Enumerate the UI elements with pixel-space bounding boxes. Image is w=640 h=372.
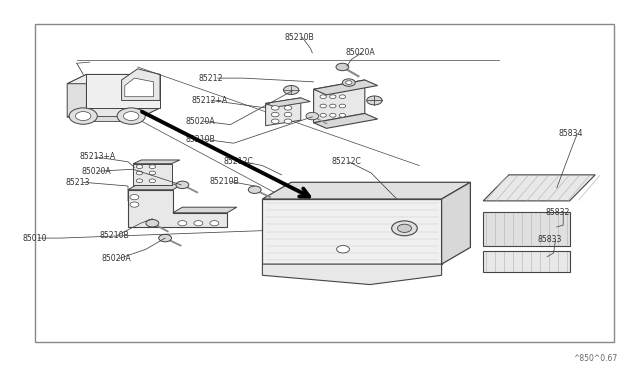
Circle shape <box>306 112 319 120</box>
Polygon shape <box>133 164 172 185</box>
Polygon shape <box>125 78 154 97</box>
Circle shape <box>271 112 279 117</box>
Polygon shape <box>483 212 570 246</box>
Text: 85020A: 85020A <box>186 117 215 126</box>
Circle shape <box>330 113 336 117</box>
Text: 85020A: 85020A <box>82 167 111 176</box>
Circle shape <box>248 186 261 193</box>
Circle shape <box>194 221 203 226</box>
Circle shape <box>130 195 139 200</box>
Text: 85210B: 85210B <box>285 33 314 42</box>
Text: 85210B: 85210B <box>210 177 239 186</box>
Circle shape <box>176 181 189 189</box>
Polygon shape <box>133 160 180 164</box>
Circle shape <box>330 95 336 99</box>
Polygon shape <box>314 80 365 123</box>
Circle shape <box>320 104 326 108</box>
Circle shape <box>284 106 292 110</box>
Circle shape <box>339 95 346 99</box>
Text: 85210B: 85210B <box>186 135 215 144</box>
Polygon shape <box>314 113 378 128</box>
Circle shape <box>136 171 143 175</box>
Polygon shape <box>128 190 227 227</box>
Circle shape <box>346 81 352 84</box>
Polygon shape <box>483 175 595 201</box>
Circle shape <box>76 112 91 121</box>
Polygon shape <box>67 108 160 117</box>
Polygon shape <box>314 80 378 95</box>
Circle shape <box>178 221 187 226</box>
Text: 85020A: 85020A <box>101 254 131 263</box>
Polygon shape <box>86 74 160 108</box>
Circle shape <box>392 221 417 236</box>
Circle shape <box>136 165 143 169</box>
Polygon shape <box>266 98 310 107</box>
Circle shape <box>320 95 326 99</box>
Polygon shape <box>67 74 86 117</box>
Polygon shape <box>67 74 160 84</box>
Circle shape <box>339 104 346 108</box>
Text: 85210B: 85210B <box>99 231 129 240</box>
Circle shape <box>136 179 143 183</box>
Polygon shape <box>128 184 182 190</box>
Circle shape <box>284 119 292 124</box>
Circle shape <box>320 113 326 117</box>
Circle shape <box>284 112 292 117</box>
Polygon shape <box>173 207 237 213</box>
Bar <box>35 24 614 342</box>
Polygon shape <box>141 74 160 117</box>
Polygon shape <box>262 182 470 199</box>
Circle shape <box>271 119 279 124</box>
Circle shape <box>124 112 139 121</box>
Text: 85834: 85834 <box>558 129 582 138</box>
Circle shape <box>284 86 299 94</box>
Circle shape <box>336 63 349 71</box>
Polygon shape <box>262 199 442 264</box>
Text: 85020A: 85020A <box>346 48 375 57</box>
Polygon shape <box>262 264 442 285</box>
Text: 85212C: 85212C <box>224 157 254 166</box>
Text: 85212: 85212 <box>198 74 223 83</box>
Text: 85010: 85010 <box>22 234 47 243</box>
Circle shape <box>339 113 346 117</box>
Text: 85213+A: 85213+A <box>79 153 115 161</box>
Circle shape <box>367 96 382 105</box>
Circle shape <box>130 202 139 207</box>
Circle shape <box>69 108 97 124</box>
Circle shape <box>397 224 412 232</box>
Circle shape <box>149 179 156 183</box>
Text: 85832: 85832 <box>545 208 570 217</box>
Text: ^850^0.67: ^850^0.67 <box>573 354 618 363</box>
Polygon shape <box>442 182 470 264</box>
Circle shape <box>149 165 156 169</box>
Circle shape <box>342 79 355 86</box>
Text: 85212+A: 85212+A <box>192 96 228 105</box>
Circle shape <box>337 246 349 253</box>
Polygon shape <box>266 98 301 126</box>
Text: 85212C: 85212C <box>332 157 362 166</box>
Bar <box>74 116 138 121</box>
Circle shape <box>149 171 156 175</box>
Circle shape <box>117 108 145 124</box>
Text: 85833: 85833 <box>538 235 562 244</box>
Circle shape <box>330 104 336 108</box>
Circle shape <box>210 221 219 226</box>
Text: 85213: 85213 <box>65 178 90 187</box>
Circle shape <box>271 106 279 110</box>
Circle shape <box>146 219 159 227</box>
Circle shape <box>159 234 172 242</box>
Polygon shape <box>483 251 570 272</box>
Polygon shape <box>122 69 160 100</box>
